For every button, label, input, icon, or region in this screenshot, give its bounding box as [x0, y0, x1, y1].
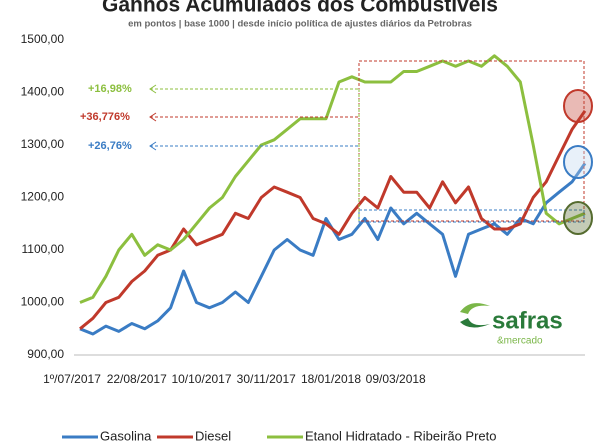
x-tick-label: 18/01/2018 [301, 372, 361, 386]
guides [149, 60, 585, 223]
x-tick-label: 1º/07/2017 [43, 372, 101, 386]
chart-title: Ganhos Acumulados dos Combustíveis [102, 0, 498, 17]
logo: safras &mercado [460, 303, 563, 347]
y-tick-label: 1000,00 [21, 295, 65, 309]
x-tick-label: 30/11/2017 [237, 372, 296, 386]
annotation: +16,98% [88, 83, 132, 95]
annotation: +36,776% [80, 111, 130, 123]
logo-text: &mercado [497, 336, 543, 347]
y-tick-label: 1100,00 [22, 242, 65, 256]
x-tick-label: 22/08/2017 [107, 372, 167, 386]
legend-label: Diesel [195, 428, 231, 443]
legend-label: Etanol Hidratado - Ribeirão Preto [305, 428, 497, 443]
y-tick-label: 900,00 [27, 347, 64, 361]
annotation: +26,76% [88, 140, 132, 152]
legend-label: Gasolina [100, 428, 152, 443]
end-circles [563, 89, 593, 235]
y-tick-label: 1200,00 [21, 190, 65, 204]
x-tick-label: 10/10/2017 [171, 372, 231, 386]
logo-text: safras [492, 307, 563, 334]
series-line [79, 110, 587, 330]
y-tick-label: 1400,00 [21, 85, 65, 99]
y-tick-label: 1500,00 [21, 32, 65, 46]
chart-subtitle: em pontos | base 1000 | desde início pol… [128, 19, 472, 30]
y-tick-label: 1300,00 [21, 137, 65, 151]
x-tick-label: 09/03/2018 [366, 372, 426, 386]
